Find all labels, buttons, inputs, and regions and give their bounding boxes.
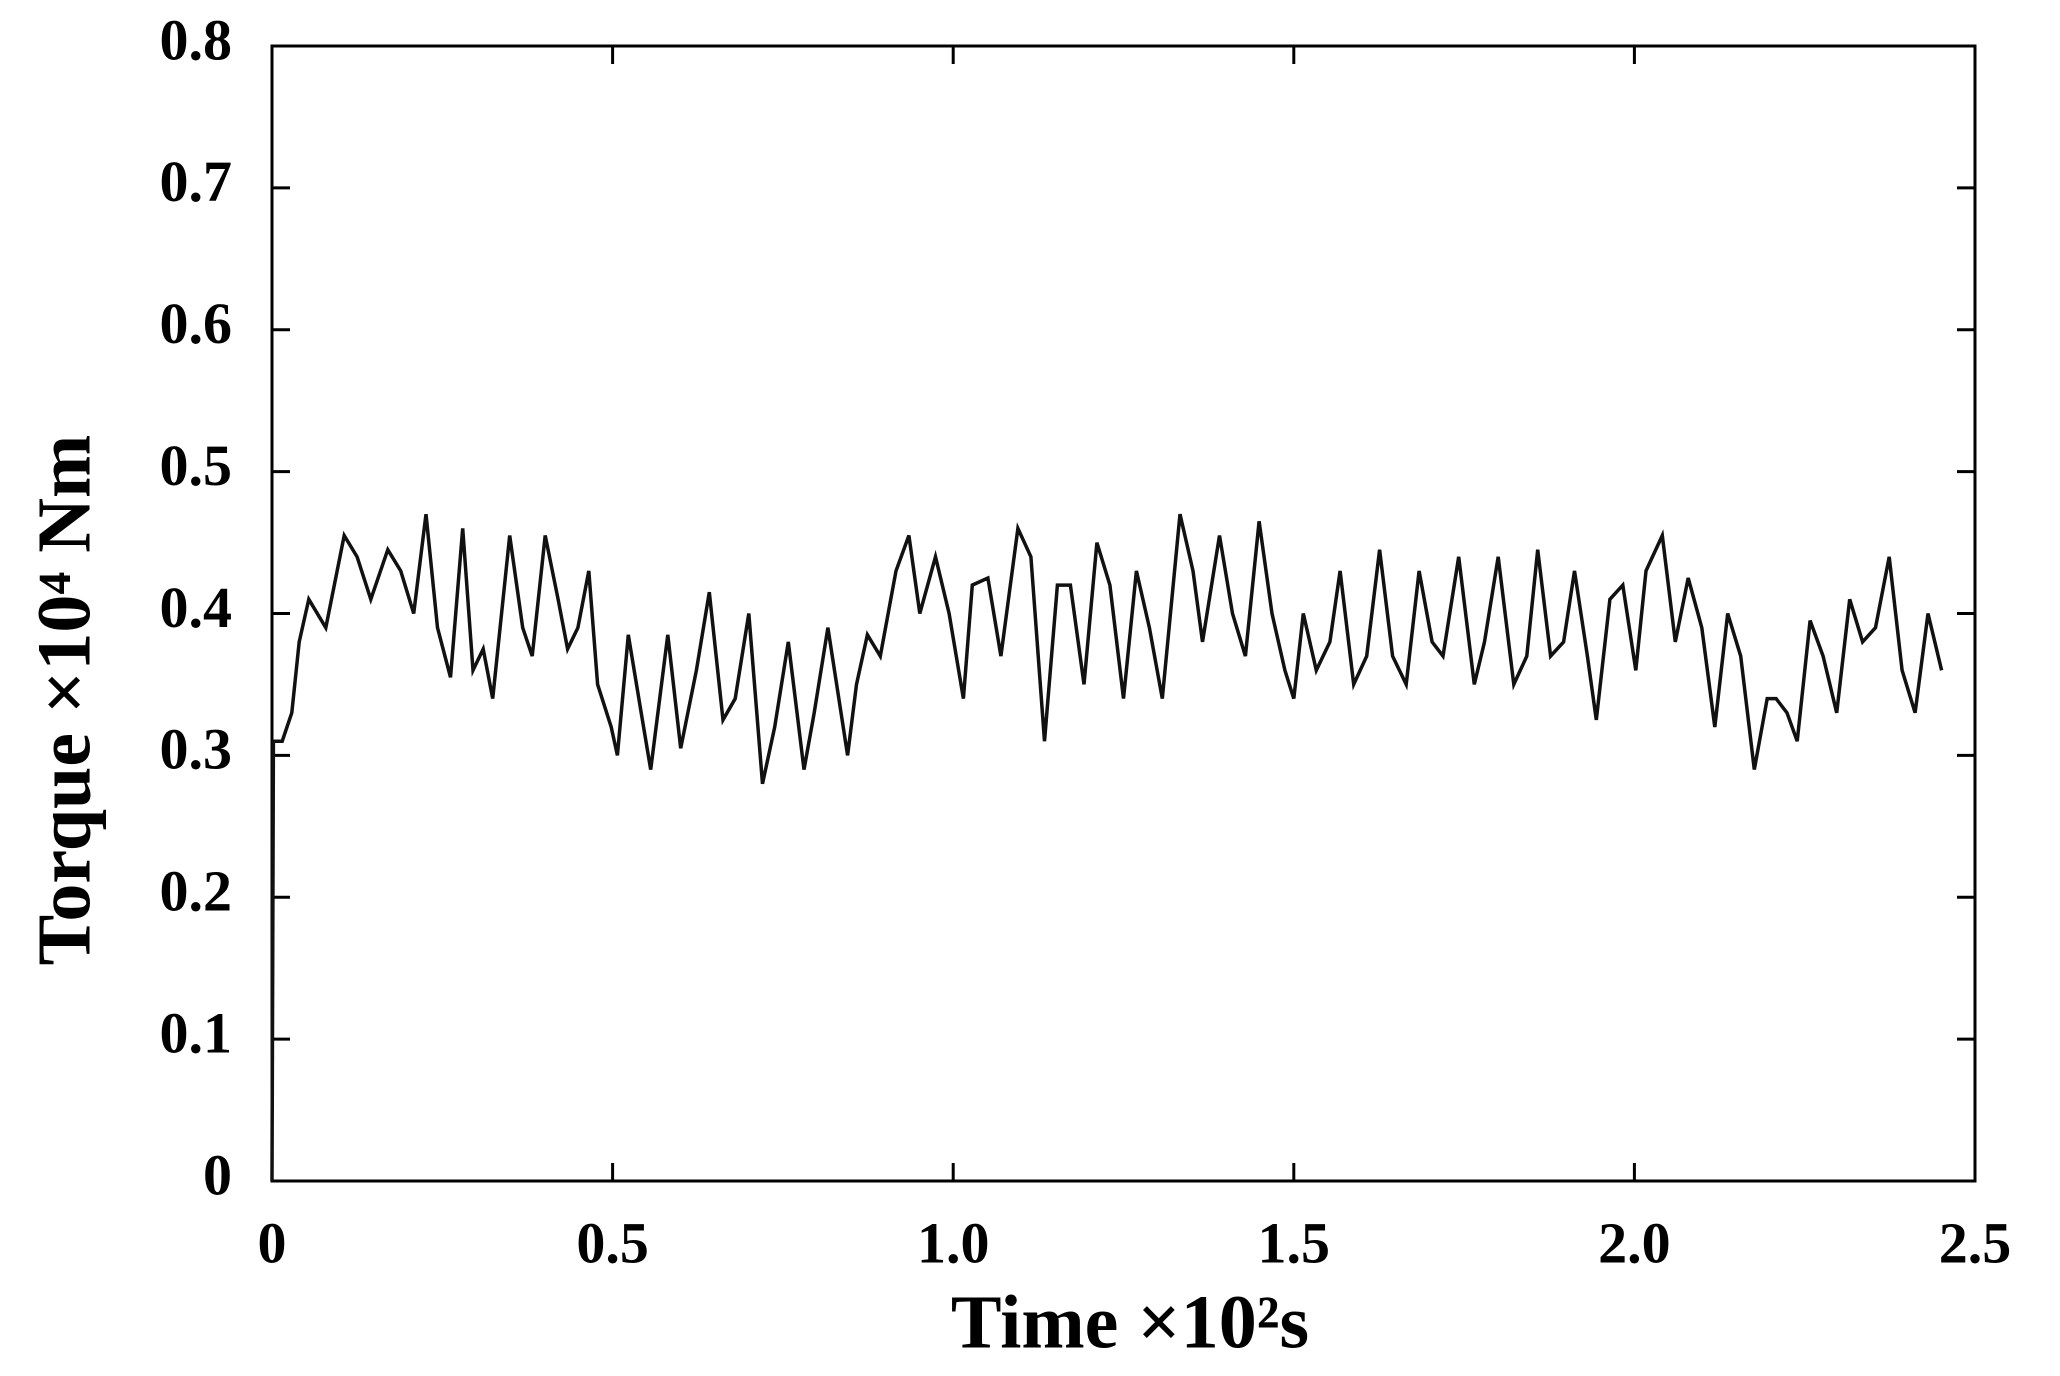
y-tick-label: 0.8	[160, 7, 233, 72]
x-tick-label: 2.0	[1598, 1210, 1671, 1275]
y-tick-label: 0.2	[160, 859, 233, 924]
y-tick-label: 0.6	[160, 291, 233, 356]
x-axis-title: Time ×10²s	[951, 1280, 1309, 1364]
y-axis-title: Torque ×10⁴ Nm	[22, 435, 106, 966]
y-tick-label: 0.7	[160, 149, 233, 214]
x-tick-label: 1.5	[1258, 1210, 1331, 1275]
x-tick-label: 0.5	[576, 1210, 649, 1275]
y-tick-label: 0.1	[160, 1000, 233, 1065]
y-tick-label: 0.4	[160, 575, 233, 640]
x-tick-label: 1.0	[917, 1210, 990, 1275]
y-tick-label: 0	[203, 1142, 232, 1207]
y-tick-label: 0.3	[160, 717, 233, 782]
data-line	[270, 513, 1944, 1182]
x-tick-label: 2.5	[1939, 1210, 2012, 1275]
plot-frame	[270, 44, 1977, 1183]
y-tick-label: 0.5	[160, 433, 233, 498]
x-tick-label: 0	[258, 1210, 287, 1275]
